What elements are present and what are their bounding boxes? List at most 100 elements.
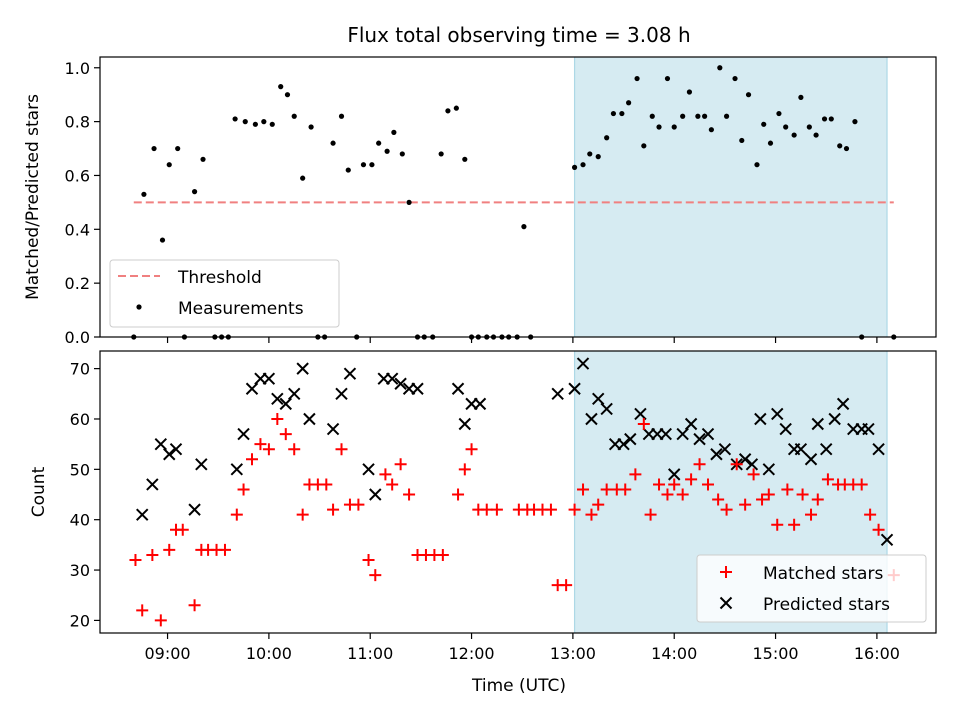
matched-star-point (394, 458, 407, 471)
matched-star-point (544, 503, 557, 516)
top-legend-box (109, 259, 340, 328)
matched-star-point (637, 418, 650, 431)
predicted-star-point (600, 402, 613, 416)
x-tick-label: 11:00 (347, 644, 393, 663)
measurement-point (391, 129, 397, 135)
measurement-point (745, 92, 752, 98)
x-tick-label: 10:00 (246, 644, 292, 663)
matched-star-point (271, 412, 284, 425)
measurement-point (723, 113, 730, 119)
predicted-star-point (659, 427, 672, 441)
measurement-point (641, 143, 647, 149)
matched-star-point (369, 569, 382, 582)
predicted-star-point (136, 508, 149, 521)
top-panel: 0.0 0.2 0.4 0.6 0.8 1.0 Matched/Predicted sta… (23, 56, 937, 347)
predicted-star-point (754, 412, 767, 426)
matched-star-point (653, 478, 666, 491)
predicted-star-point (836, 397, 850, 411)
matched-star-point (685, 473, 698, 486)
predicted-star-point (617, 437, 630, 451)
matched-star-point (129, 553, 142, 566)
bottom-y-axis-label: Count (29, 466, 49, 517)
predicted-star-point (828, 412, 841, 426)
matched-star-point (788, 518, 801, 531)
predicted-star-point (369, 488, 382, 501)
top-y-tick-label: 1.0 (65, 59, 90, 78)
predicted-star-point (458, 417, 472, 431)
bottom-y-tick-label: 60 (70, 410, 90, 429)
predicted-star-point (163, 448, 176, 461)
measurement-point (806, 124, 812, 130)
predicted-star-point (668, 468, 681, 481)
measurement-point (702, 113, 708, 119)
measurement-point (610, 110, 617, 117)
measurement-point (680, 113, 686, 119)
matched-star-point (864, 508, 877, 521)
matched-star-point (254, 438, 267, 451)
matched-star-point (362, 553, 375, 566)
measurement-point (141, 191, 147, 197)
matched-star-point (644, 508, 657, 521)
measurement-point (686, 89, 693, 95)
matched-star-point (327, 503, 340, 516)
predicted-star-point (592, 392, 605, 406)
predicted-star-point (326, 422, 340, 436)
matched-star-point (176, 523, 189, 536)
predicted-star-point (880, 533, 894, 547)
measurement-point (664, 75, 671, 82)
measurement-point (604, 135, 610, 141)
measurement-point (453, 105, 459, 111)
top-y-tick-label: 0.4 (65, 220, 90, 239)
bottom-legend: Matched stars Predicted stars (696, 554, 927, 623)
predicted-star-point (188, 503, 201, 516)
matched-star-point (568, 503, 581, 516)
predicted-star-point (451, 382, 465, 395)
predicted-star-point (296, 362, 309, 375)
predicted-star-point (288, 387, 301, 401)
matched-star-point (592, 498, 605, 511)
measurement-point (261, 119, 267, 125)
predicted-star-point (710, 448, 723, 461)
measurement-point (360, 162, 367, 168)
predicted-star-point (820, 442, 833, 456)
matched-star-point (230, 508, 243, 521)
measurement-point (278, 84, 284, 90)
measurement-point (376, 140, 382, 146)
matched-star-point (436, 548, 449, 561)
measurement-point (580, 162, 586, 168)
matched-star-point (577, 483, 590, 496)
measurement-point (776, 110, 782, 117)
measurement-point (634, 75, 640, 82)
matched-star-point (693, 458, 706, 471)
chart-title: Flux total observing time = 3.08 h (347, 23, 690, 47)
predicted-star-point (684, 417, 698, 431)
matched-star-point (629, 468, 642, 481)
matched-star-point (465, 443, 478, 456)
measurement-point (813, 132, 819, 138)
matched-star-point (386, 478, 399, 491)
matched-star-point (756, 493, 769, 506)
matched-star-point (237, 483, 250, 496)
measurement-point (791, 132, 797, 138)
matched-star-point (320, 478, 333, 491)
predicted-star-point (811, 417, 824, 431)
predicted-star-point (585, 412, 598, 426)
predicted-star-point (794, 442, 808, 456)
matched-star-point (218, 543, 231, 556)
measurement-point (284, 92, 291, 98)
top-y-tick-label: 0.0 (65, 328, 90, 347)
predicted-star-point (335, 387, 348, 401)
legend-threshold-label: Threshold (177, 268, 262, 288)
predicted-star-point (169, 442, 183, 456)
matched-star-point (739, 498, 752, 511)
matched-star-point (676, 488, 689, 501)
matched-star-point (188, 599, 201, 612)
measurement-point (345, 167, 351, 173)
measurement-point (191, 189, 198, 195)
matched-star-point (146, 548, 159, 561)
predicted-star-point (195, 458, 208, 471)
matched-star-point (668, 478, 681, 491)
top-observing-span (574, 57, 888, 337)
top-y-tick-label: 0.6 (65, 166, 90, 185)
x-tick-label: 12:00 (449, 644, 495, 663)
